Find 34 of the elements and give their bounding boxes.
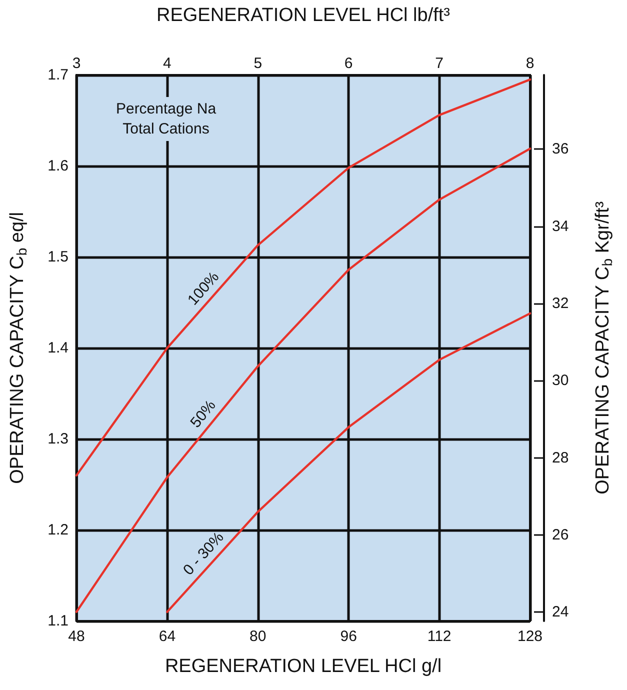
y-tick-label: 1.6 [48, 158, 68, 174]
y-tick-label: 1.4 [48, 340, 68, 356]
y-tick-label: 1.7 [48, 66, 68, 84]
y-axis-title: OPERATING CAPACITY Cb eq/l [7, 212, 30, 484]
x-tick-label: 128 [517, 628, 543, 645]
x2-tick-label: 8 [526, 55, 534, 72]
x-tick-label: 80 [250, 628, 266, 645]
x2-tick-label: 6 [344, 55, 353, 72]
y2-tick-label: 26 [552, 526, 569, 544]
y2-tick-label: 32 [552, 294, 569, 312]
y2-tick-label: 24 [552, 604, 569, 621]
line-series [75, 78, 532, 476]
line-series [166, 312, 532, 613]
y2-tick-label: 30 [552, 372, 569, 390]
x2-axis-title: REGENERATION LEVEL HCl lb/ft³ [156, 5, 450, 26]
x2-tick-label: 5 [254, 55, 262, 72]
x-tick-label: 48 [68, 628, 85, 645]
y2-tick-label: 36 [552, 140, 569, 158]
x2-tick-label: 4 [163, 55, 172, 72]
x-axis-title: REGENERATION LEVEL HCl g/l [164, 656, 442, 677]
annotation: Percentage Na Total Cations [116, 100, 217, 138]
y-tick-label: 1.1 [48, 612, 68, 630]
x-tick-label: 96 [340, 628, 357, 645]
x2-tick-label: 7 [435, 55, 444, 72]
line-series [75, 148, 532, 613]
y2-tick-label: 34 [552, 218, 569, 235]
y-tick-label: 1.3 [48, 430, 68, 448]
y2-tick-label: 28 [552, 449, 569, 466]
y2-axis-title: OPERATING CAPACITY Cb Kgr/ft³ [592, 201, 615, 494]
x-tick-label: 64 [158, 628, 176, 645]
y-tick-label: 1.2 [48, 522, 68, 538]
x-tick-label: 112 [427, 628, 452, 645]
y-tick-label: 1.5 [48, 248, 68, 266]
x2-tick-label: 3 [72, 55, 81, 72]
